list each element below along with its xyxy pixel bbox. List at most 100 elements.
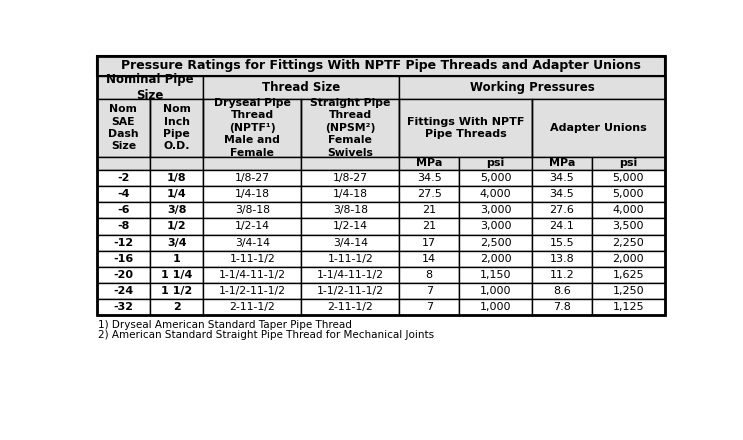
Bar <box>150 202 204 218</box>
Text: 7.8: 7.8 <box>553 302 571 312</box>
Bar <box>302 202 400 218</box>
Text: 3/4: 3/4 <box>167 238 186 248</box>
Text: 5,000: 5,000 <box>612 189 644 199</box>
Text: -16: -16 <box>113 254 134 264</box>
Text: psi: psi <box>487 158 504 168</box>
Bar <box>97 299 150 315</box>
Bar <box>204 157 302 170</box>
Text: 27.5: 27.5 <box>417 189 441 199</box>
Bar <box>302 186 400 202</box>
Text: 2-11-1/2: 2-11-1/2 <box>328 302 373 312</box>
Bar <box>302 251 400 267</box>
Text: Nom
SAE
Dash
Size: Nom SAE Dash Size <box>108 104 139 151</box>
Bar <box>302 157 400 170</box>
Bar <box>459 251 532 267</box>
Text: -24: -24 <box>113 286 134 296</box>
Text: 24.1: 24.1 <box>549 221 574 231</box>
Bar <box>400 76 665 99</box>
Text: 3,000: 3,000 <box>480 205 511 215</box>
Bar <box>150 283 204 299</box>
Text: Thread Size: Thread Size <box>262 81 340 94</box>
Bar <box>97 170 150 186</box>
Text: Fittings With NPTF
Pipe Threads: Fittings With NPTF Pipe Threads <box>407 117 525 139</box>
Bar <box>532 157 591 170</box>
Text: 34.5: 34.5 <box>550 173 574 183</box>
Bar <box>97 99 150 157</box>
Bar <box>591 299 665 315</box>
Bar <box>150 99 204 157</box>
Bar <box>400 299 459 315</box>
Bar <box>302 283 400 299</box>
Bar <box>591 170 665 186</box>
Bar <box>591 283 665 299</box>
Text: 8.6: 8.6 <box>553 286 571 296</box>
Text: 3/4-14: 3/4-14 <box>235 238 270 248</box>
Text: MPa: MPa <box>416 158 442 168</box>
Text: Dryseal Pipe
Thread
(NPTF¹)
Male and
Female: Dryseal Pipe Thread (NPTF¹) Male and Fem… <box>214 98 291 158</box>
Text: -12: -12 <box>114 238 134 248</box>
Text: -20: -20 <box>114 270 134 280</box>
Bar <box>302 267 400 283</box>
Text: -6: -6 <box>117 205 130 215</box>
Text: 34.5: 34.5 <box>417 173 441 183</box>
Bar <box>150 267 204 283</box>
Bar <box>97 251 150 267</box>
Bar <box>204 235 302 251</box>
Text: 1/2-14: 1/2-14 <box>333 221 368 231</box>
Bar <box>150 170 204 186</box>
Text: 17: 17 <box>422 238 436 248</box>
Bar <box>97 202 150 218</box>
Bar <box>400 99 532 157</box>
Text: 1,250: 1,250 <box>612 286 644 296</box>
Bar <box>400 170 459 186</box>
Text: 3,500: 3,500 <box>612 221 644 231</box>
Bar <box>459 157 532 170</box>
Text: 1 1/2: 1 1/2 <box>161 286 192 296</box>
Text: Nom
Inch
Pipe
O.D.: Nom Inch Pipe O.D. <box>163 104 191 151</box>
Text: 3/8-18: 3/8-18 <box>333 205 368 215</box>
Bar <box>204 283 302 299</box>
Text: 2: 2 <box>173 302 181 312</box>
Text: Straight Pipe
Thread
(NPSM²)
Female
Swivels: Straight Pipe Thread (NPSM²) Female Swiv… <box>311 98 391 158</box>
Bar <box>459 186 532 202</box>
Text: 2-11-1/2: 2-11-1/2 <box>230 302 276 312</box>
Bar <box>459 299 532 315</box>
Text: 1,000: 1,000 <box>480 302 511 312</box>
Bar <box>532 186 591 202</box>
Text: -32: -32 <box>114 302 134 312</box>
Text: 1: 1 <box>173 254 181 264</box>
Text: 1-11-1/2: 1-11-1/2 <box>328 254 373 264</box>
Bar <box>97 186 150 202</box>
Text: -8: -8 <box>117 221 129 231</box>
Bar <box>150 157 204 170</box>
Text: 1/8-27: 1/8-27 <box>235 173 270 183</box>
Text: Adapter Unions: Adapter Unions <box>550 123 647 133</box>
Bar <box>204 186 302 202</box>
Bar <box>591 218 665 235</box>
Text: 2,000: 2,000 <box>612 254 644 264</box>
Text: 4,000: 4,000 <box>480 189 511 199</box>
Bar <box>97 283 150 299</box>
Bar <box>97 267 150 283</box>
Text: 1-1/2-11-1/2: 1-1/2-11-1/2 <box>219 286 286 296</box>
Bar <box>591 157 665 170</box>
Bar <box>204 170 302 186</box>
Bar <box>459 202 532 218</box>
Bar <box>400 251 459 267</box>
Bar <box>532 170 591 186</box>
Text: 1,150: 1,150 <box>480 270 511 280</box>
Text: 1 1/4: 1 1/4 <box>161 270 192 280</box>
Text: 2,500: 2,500 <box>480 238 511 248</box>
Text: 3,000: 3,000 <box>480 221 511 231</box>
Text: Working Pressures: Working Pressures <box>470 81 594 94</box>
Bar <box>532 251 591 267</box>
Bar <box>591 267 665 283</box>
Text: 1-1/4-11-1/2: 1-1/4-11-1/2 <box>219 270 286 280</box>
Bar <box>97 157 150 170</box>
Text: MPa: MPa <box>548 158 575 168</box>
Text: 5,000: 5,000 <box>480 173 511 183</box>
Bar <box>302 99 400 157</box>
Text: 1/4: 1/4 <box>167 189 186 199</box>
Text: 34.5: 34.5 <box>550 189 574 199</box>
Bar <box>204 251 302 267</box>
